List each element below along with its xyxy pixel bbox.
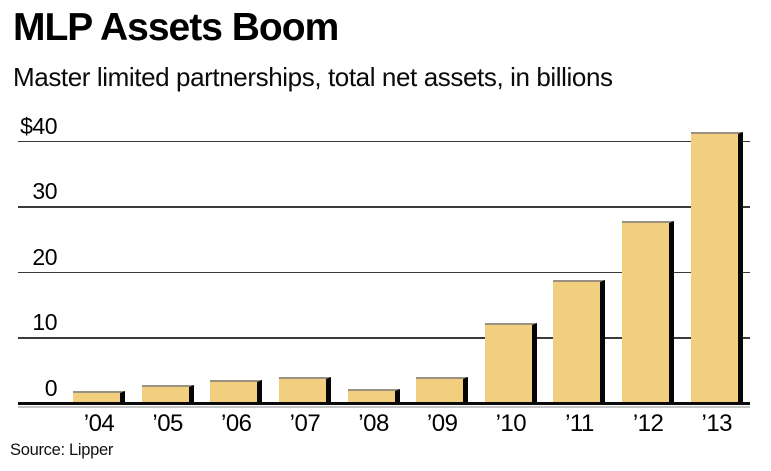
x-axis-tick-label: ’11 — [565, 410, 594, 437]
x-axis-tick-label: ’09 — [426, 410, 458, 437]
x-axis-tick-label: ’06 — [221, 410, 252, 437]
bar-07 — [278, 376, 331, 403]
bar-11 — [553, 279, 606, 403]
bar-08 — [347, 388, 400, 403]
bar-12 — [622, 221, 675, 403]
x-axis-tick-label: ’10 — [495, 410, 527, 437]
chart-title: MLP Assets Boom — [13, 6, 339, 49]
x-axis-tick-label: ’08 — [358, 410, 389, 437]
y-gridline — [18, 206, 750, 208]
bar-10 — [484, 322, 537, 403]
bar-13 — [690, 132, 743, 403]
y-axis-tick-label: 10 — [32, 309, 57, 336]
x-axis-tick-label: ’07 — [289, 410, 321, 437]
source-note: Source: Lipper — [10, 441, 114, 459]
bar-05 — [141, 384, 194, 403]
x-axis-tick-label: ’05 — [152, 410, 183, 437]
bar-04 — [73, 390, 125, 403]
y-gridline — [18, 140, 750, 143]
y-axis-tick-label: $40 — [20, 112, 57, 139]
x-axis-tick-label: ’13 — [701, 410, 733, 437]
x-axis-tick-label: ’04 — [83, 410, 115, 437]
y-axis-tick-label: 30 — [32, 178, 57, 205]
y-axis-tick-label: 0 — [44, 375, 58, 401]
x-axis-line — [18, 402, 750, 405]
bar-09 — [416, 377, 469, 403]
y-gridline — [18, 337, 750, 339]
x-axis-tick-label: ’12 — [632, 410, 664, 437]
y-axis-tick-label: 20 — [32, 243, 57, 270]
x-axis-shadow-line — [18, 406, 750, 408]
chart-subtitle: Master limited partnerships, total net a… — [13, 62, 613, 92]
y-gridline — [18, 271, 750, 274]
bar-06 — [210, 380, 263, 403]
